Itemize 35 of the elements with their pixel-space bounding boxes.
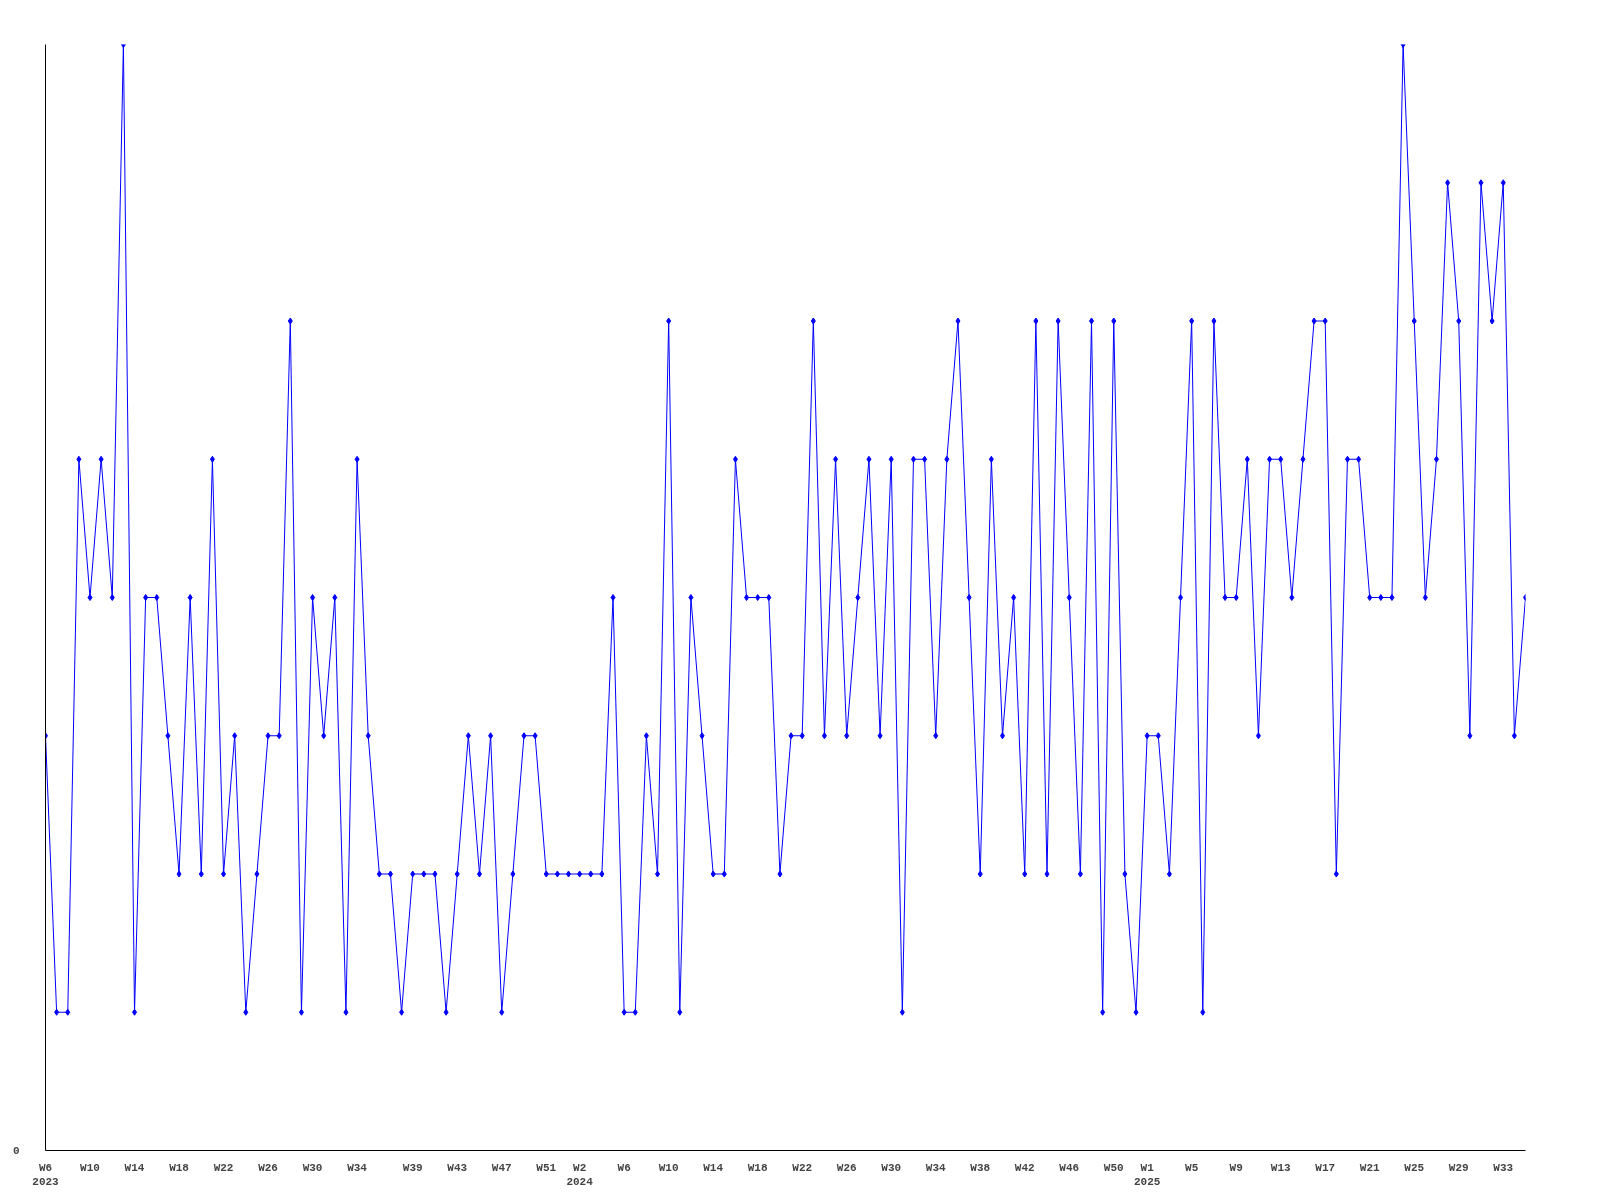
- text: 0: [12, 1145, 20, 1157]
- x-tick-label: W9: [1229, 1161, 1243, 1174]
- x-tick-label: W33: [1493, 1161, 1514, 1174]
- x-tick-label: W39: [402, 1161, 423, 1174]
- x-tick-label: W47: [491, 1161, 512, 1174]
- x-tick-label: W2 2024: [566, 1161, 594, 1188]
- x-tick-label: W34: [347, 1161, 368, 1174]
- x-tick-label: W46: [1059, 1161, 1080, 1174]
- x-tick-label: W18: [169, 1161, 190, 1174]
- x-tick-label: W17: [1315, 1161, 1336, 1174]
- x-tick-label: W14: [124, 1161, 145, 1174]
- x-tick-label: W18: [747, 1161, 768, 1174]
- x-tick-label: W5: [1185, 1161, 1199, 1174]
- x-tick-label: W10: [80, 1161, 100, 1174]
- x-tick-label: W42: [1014, 1161, 1035, 1174]
- x-tick-label: W6: [617, 1161, 631, 1174]
- x-tick-label: W34: [925, 1161, 947, 1174]
- x-tick-label: W30: [881, 1161, 902, 1174]
- x-tick-label: W6 2023: [32, 1161, 60, 1188]
- x-tick-label: W21: [1359, 1161, 1381, 1174]
- x-tick-label: W30: [302, 1161, 323, 1174]
- x-tick-label: W26: [836, 1161, 857, 1174]
- x-tick-label: W51: [536, 1161, 557, 1174]
- x-tick-label: W25: [1404, 1161, 1425, 1174]
- x-tick-label: W26: [258, 1161, 278, 1174]
- x-tick-label: W10: [658, 1161, 679, 1174]
- x-tick-label: W43: [447, 1161, 468, 1174]
- x-tick-label: W1 2025: [1133, 1161, 1161, 1188]
- x-tick-label: W14: [703, 1161, 724, 1174]
- x-tick-label: W22: [792, 1161, 813, 1174]
- x-tick-label: W50: [1103, 1161, 1124, 1174]
- x-tick-label: W13: [1270, 1161, 1291, 1174]
- x-tick-label: W29: [1448, 1161, 1469, 1174]
- x-tick-label: W22: [213, 1161, 234, 1174]
- x-tick-label: W38: [970, 1161, 991, 1174]
